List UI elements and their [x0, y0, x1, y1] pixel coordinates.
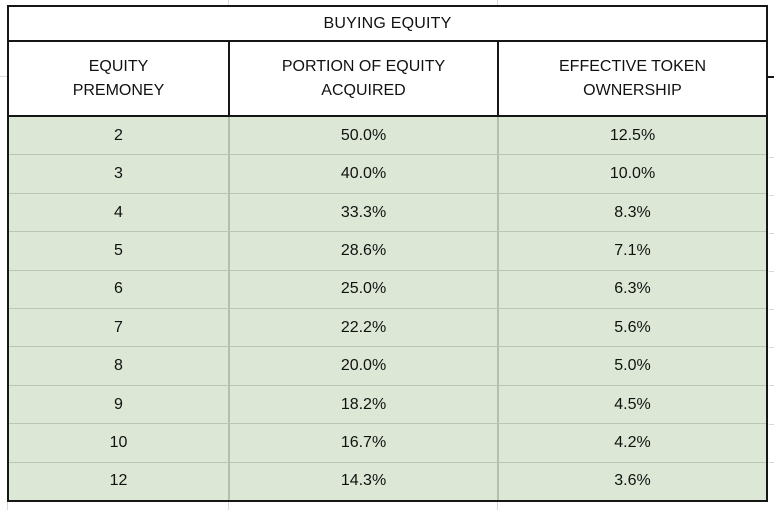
- sheet-gridline: [769, 195, 774, 196]
- header-line: PREMONEY: [72, 81, 165, 99]
- cell-portion[interactable]: 20.0%: [230, 347, 499, 385]
- cell-portion[interactable]: 16.7%: [230, 424, 499, 462]
- sheet-gridline: [7, 502, 8, 510]
- header-cell-portion-acquired[interactable]: PORTION OF EQUITY ACQUIRED: [230, 42, 499, 115]
- sheet-gridline: [769, 347, 774, 348]
- cell-portion[interactable]: 18.2%: [230, 385, 499, 424]
- cell-effective[interactable]: 3.6%: [614, 472, 651, 490]
- cell-premoney[interactable]: 5: [9, 232, 230, 270]
- cell-premoney[interactable]: 7: [9, 309, 230, 347]
- table-row: 4 33.3% 8.3%: [9, 192, 766, 232]
- sheet-gridline: [769, 462, 774, 463]
- cell-premoney[interactable]: 9: [9, 385, 230, 424]
- sheet-gridline: [769, 233, 774, 234]
- sheet-gridline: [769, 309, 774, 310]
- cell-effective[interactable]: 7.1%: [614, 241, 651, 259]
- sheet-gridline: [228, 0, 229, 5]
- header-cell-equity-premoney[interactable]: EQUITY PREMONEY: [9, 42, 230, 115]
- sheet-gridline: [497, 0, 498, 5]
- header-line: EQUITY: [88, 57, 149, 75]
- table-row: 5 28.6% 7.1%: [9, 231, 766, 270]
- buying-equity-table: BUYING EQUITY EQUITY PREMONEY PORTION OF…: [7, 5, 768, 502]
- table-row: 10 16.7% 4.2%: [9, 423, 766, 462]
- sheet-gridline: [0, 76, 7, 77]
- cell-effective[interactable]: 4.5%: [614, 395, 651, 413]
- cell-portion[interactable]: 33.3%: [230, 193, 499, 232]
- cell-effective[interactable]: 4.2%: [614, 433, 651, 451]
- table-row: 8 20.0% 5.0%: [9, 346, 766, 385]
- cell-portion[interactable]: 22.2%: [230, 309, 499, 347]
- cell-portion[interactable]: 40.0%: [230, 155, 499, 193]
- cell-effective[interactable]: 12.5%: [609, 126, 656, 144]
- header-line: PORTION OF EQUITY: [281, 57, 446, 75]
- cell-premoney[interactable]: 8: [9, 347, 230, 385]
- sheet-gridline: [769, 424, 774, 425]
- table-row: 9 18.2% 4.5%: [9, 384, 766, 424]
- header-line: EFFECTIVE TOKEN: [559, 57, 706, 75]
- sheet-gridline: [769, 157, 774, 158]
- adjacent-cell-border: [768, 76, 774, 78]
- cell-effective[interactable]: 6.3%: [614, 280, 651, 298]
- table-row: 2 50.0% 12.5%: [9, 117, 766, 155]
- cell-premoney[interactable]: 4: [9, 193, 230, 232]
- cell-portion[interactable]: 14.3%: [230, 462, 499, 501]
- cell-premoney[interactable]: 10: [9, 424, 230, 462]
- sheet-gridline: [497, 502, 498, 510]
- table-row: 7 22.2% 5.6%: [9, 308, 766, 347]
- table-row: 12 14.3% 3.6%: [9, 461, 766, 501]
- sheet-gridline: [228, 502, 229, 510]
- cell-effective[interactable]: 5.0%: [614, 357, 651, 375]
- cell-effective[interactable]: 10.0%: [609, 165, 656, 183]
- cell-effective[interactable]: 5.6%: [614, 318, 651, 336]
- cell-premoney[interactable]: 6: [9, 270, 230, 309]
- table-title: BUYING EQUITY: [323, 14, 452, 32]
- table-title-cell[interactable]: BUYING EQUITY: [9, 7, 766, 42]
- table-body: 2 50.0% 12.5% 3 40.0% 10.0% 4 33.3% 8.3%…: [9, 117, 766, 501]
- cell-premoney[interactable]: 2: [9, 117, 230, 155]
- sheet-gridline: [769, 385, 774, 386]
- header-line: ACQUIRED: [321, 81, 406, 99]
- cell-portion[interactable]: 50.0%: [230, 117, 499, 155]
- cell-portion[interactable]: 25.0%: [230, 270, 499, 309]
- table-header-row: EQUITY PREMONEY PORTION OF EQUITY ACQUIR…: [9, 42, 766, 117]
- table-row: 6 25.0% 6.3%: [9, 269, 766, 309]
- cell-premoney[interactable]: 12: [9, 462, 230, 501]
- sheet-gridline: [769, 271, 774, 272]
- header-cell-effective-ownership[interactable]: EFFECTIVE TOKEN OWNERSHIP: [499, 42, 766, 115]
- cell-effective[interactable]: 8.3%: [614, 203, 651, 221]
- header-line: OWNERSHIP: [583, 81, 682, 99]
- cell-premoney[interactable]: 3: [9, 155, 230, 193]
- cell-portion[interactable]: 28.6%: [230, 232, 499, 270]
- table-row: 3 40.0% 10.0%: [9, 154, 766, 193]
